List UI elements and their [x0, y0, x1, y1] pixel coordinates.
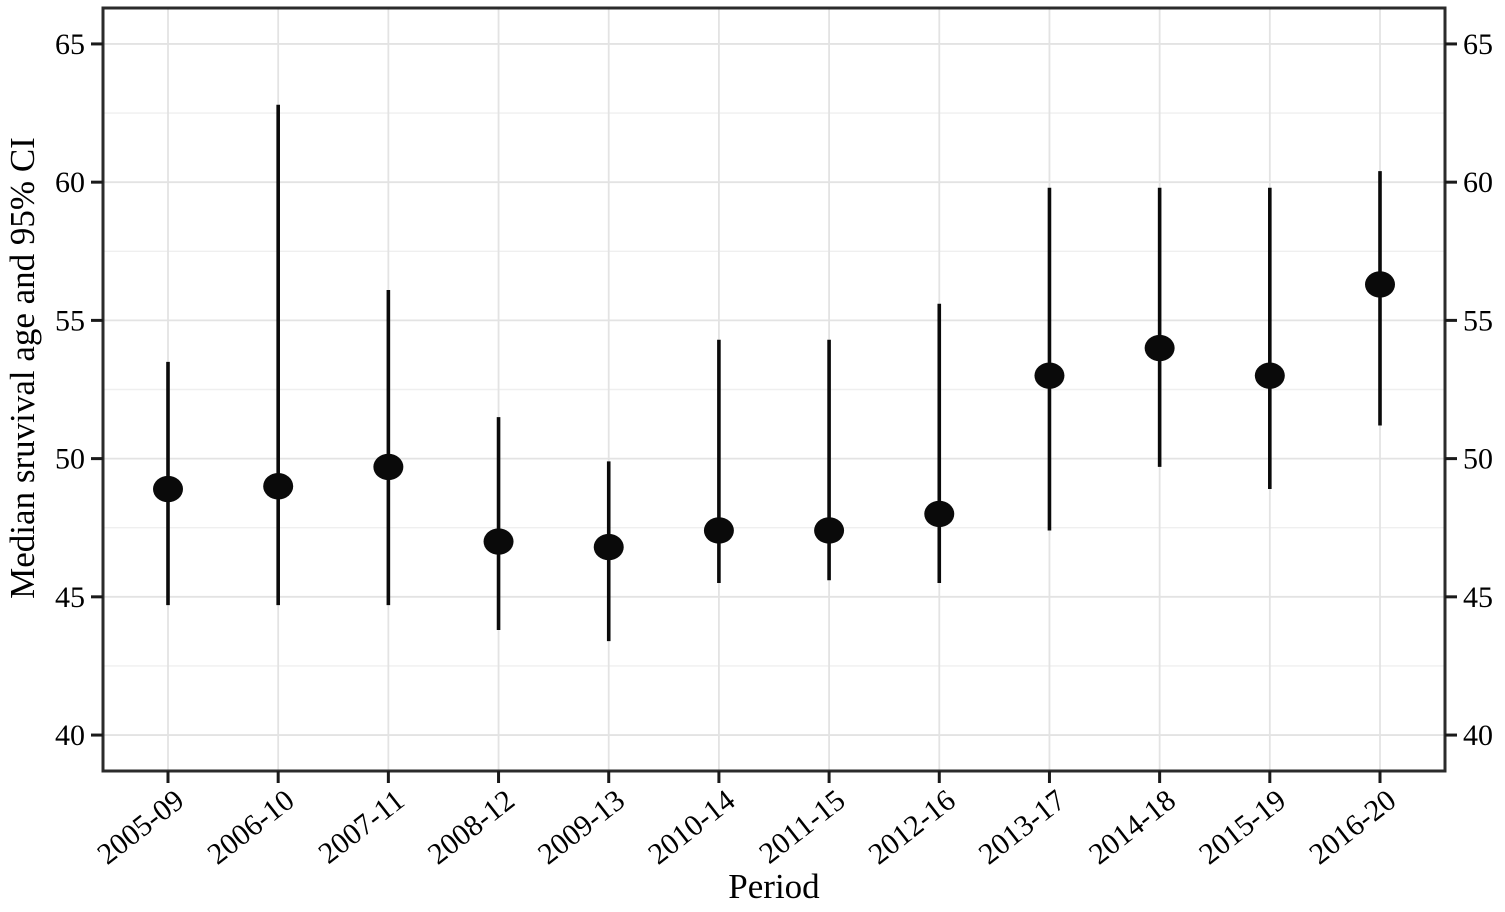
y-tick-label-left: 50: [55, 443, 85, 476]
median-point: [153, 475, 183, 503]
x-tick-label: 2015-19: [1193, 784, 1292, 872]
median-point: [373, 453, 404, 481]
median-point: [924, 500, 955, 528]
x-tick-label: 2016-20: [1303, 784, 1402, 872]
pointrange-2011-15: [814, 339, 845, 581]
y-tick-label-right: 55: [1463, 304, 1493, 337]
median-point: [1034, 362, 1065, 389]
x-tick-label: 2009-13: [532, 784, 631, 872]
median-point: [814, 517, 845, 544]
pointrange-2014-18: [1144, 187, 1175, 467]
y-tick-label-left: 45: [55, 581, 85, 614]
pointrange-2008-12: [483, 417, 514, 631]
x-tick-label: 2006-10: [201, 784, 300, 872]
x-tick-label: 2013-17: [973, 784, 1072, 872]
y-tick-label-left: 40: [55, 719, 85, 752]
median-point: [1365, 271, 1395, 298]
y-tick-label-right: 50: [1463, 443, 1493, 476]
pointrange-2015-19: [1254, 187, 1285, 490]
y-axis-title: Median sruvival age and 95% CI: [3, 137, 42, 599]
x-tick-label: 2005-09: [91, 784, 190, 872]
pointrange-2007-11: [373, 289, 404, 606]
pointrange-2005-09: [153, 361, 183, 606]
median-point: [703, 517, 734, 544]
pointrange-2012-16: [924, 303, 955, 584]
panel-border: [101, 6, 1447, 773]
y-tick-label-right: 65: [1463, 28, 1493, 61]
y-tick-label-left: 55: [55, 304, 85, 337]
x-tick-label: 2008-12: [422, 784, 521, 872]
median-point: [483, 528, 514, 555]
median-point: [1254, 362, 1285, 389]
y-tick-label-right: 45: [1463, 581, 1493, 614]
y-tick-label-left: 60: [55, 166, 85, 199]
pointrange-2006-10: [263, 104, 294, 606]
y-tick-label-left: 65: [55, 28, 85, 61]
x-tick-label: 2010-14: [642, 784, 741, 872]
pointrange-2010-14: [703, 339, 734, 584]
x-tick-label: 2012-16: [862, 784, 961, 872]
pointrange-2016-20: [1365, 171, 1395, 426]
x-axis-title: Period: [728, 867, 820, 906]
pointrange-2013-17: [1034, 187, 1065, 531]
median-point: [263, 473, 294, 500]
x-tick-label: 2014-18: [1083, 784, 1182, 872]
median-point: [1144, 334, 1175, 362]
x-tick-label: 2007-11: [312, 784, 410, 871]
pointrange-2009-13: [593, 461, 624, 642]
x-tick-label: 2011-15: [753, 784, 851, 871]
y-tick-label-right: 40: [1463, 719, 1493, 752]
y-tick-label-right: 60: [1463, 166, 1493, 199]
median-point: [593, 533, 624, 561]
